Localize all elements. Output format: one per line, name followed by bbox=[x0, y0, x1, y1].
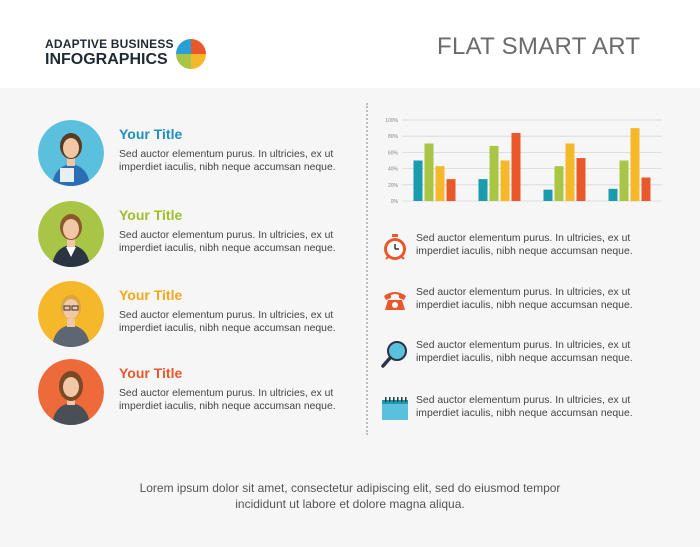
alarm-clock-icon bbox=[380, 232, 410, 262]
footer-line-2: incididunt ut labore et dolore magna ali… bbox=[235, 497, 465, 511]
row-desc-1: Sed auctor elementum purus. In ultricies… bbox=[119, 149, 336, 173]
vertical-divider bbox=[366, 103, 368, 435]
bar bbox=[435, 166, 445, 201]
row-desc-3: Sed auctor elementum purus. In ultricies… bbox=[119, 310, 336, 334]
row-title-3: Your Title bbox=[119, 287, 183, 303]
page-title: FLAT SMART ART bbox=[437, 33, 641, 60]
telephone-icon bbox=[380, 286, 410, 316]
businesswoman-avatar-4 bbox=[38, 359, 104, 425]
footer-text: Lorem ipsum dolor sit amet, consectetur … bbox=[90, 480, 610, 512]
calendar-icon bbox=[380, 394, 410, 424]
person-row-2: Your Title Sed auctor elementum purus. I… bbox=[38, 201, 358, 269]
bar bbox=[619, 160, 629, 201]
bar bbox=[446, 179, 456, 201]
businesswoman-avatar-2 bbox=[38, 201, 104, 267]
row-title-2: Your Title bbox=[119, 207, 183, 223]
y-tick-label: 20% bbox=[388, 183, 399, 189]
person-row-4: Your Title Sed auctor elementum purus. I… bbox=[38, 359, 358, 427]
bar bbox=[511, 132, 521, 201]
y-tick-label: 80% bbox=[388, 134, 399, 140]
bar-chart: 100% 80% 60% 40% 20% 0% bbox=[385, 118, 662, 205]
y-tick-label: 0% bbox=[391, 199, 399, 205]
bar bbox=[500, 160, 510, 201]
icon-text-3: Sed auctor elementum purus. In ultricies… bbox=[416, 340, 633, 364]
icon-text-4: Sed auctor elementum purus. In ultricies… bbox=[416, 395, 633, 419]
bar bbox=[478, 179, 488, 201]
bar bbox=[641, 177, 651, 201]
magnifier-icon bbox=[380, 339, 410, 369]
bar bbox=[554, 166, 564, 201]
icon-row-2: Sed auctor elementum purus. In ultricies… bbox=[380, 286, 670, 326]
pie-logo-icon bbox=[176, 39, 206, 69]
icon-row-1: Sed auctor elementum purus. In ultricies… bbox=[380, 232, 670, 272]
bar bbox=[565, 143, 575, 201]
row-title-1: Your Title bbox=[119, 126, 183, 142]
y-tick-label: 100% bbox=[385, 118, 398, 124]
bar bbox=[630, 128, 640, 201]
bar bbox=[576, 158, 586, 201]
businesswoman-avatar-1 bbox=[38, 120, 104, 186]
row-title-4: Your Title bbox=[119, 365, 183, 381]
icon-row-3: Sed auctor elementum purus. In ultricies… bbox=[380, 339, 670, 379]
bar bbox=[413, 160, 423, 201]
header-band bbox=[0, 0, 700, 88]
y-tick-label: 40% bbox=[388, 167, 399, 173]
bar bbox=[424, 143, 434, 201]
row-desc-2: Sed auctor elementum purus. In ultricies… bbox=[119, 230, 336, 254]
bar bbox=[543, 189, 553, 201]
icon-text-2: Sed auctor elementum purus. In ultricies… bbox=[416, 287, 633, 311]
bar bbox=[489, 145, 499, 201]
y-tick-label: 60% bbox=[388, 150, 399, 156]
brand-line1: ADAPTIVE BUSINESS bbox=[45, 37, 174, 51]
footer-line-1: Lorem ipsum dolor sit amet, consectetur … bbox=[139, 481, 561, 495]
row-desc-4: Sed auctor elementum purus. In ultricies… bbox=[119, 388, 336, 412]
person-row-1: Your Title Sed auctor elementum purus. I… bbox=[38, 120, 358, 188]
person-row-3: Your Title Sed auctor elementum purus. I… bbox=[38, 281, 358, 349]
businesswoman-avatar-3 bbox=[38, 281, 104, 347]
icon-row-4: Sed auctor elementum purus. In ultricies… bbox=[380, 394, 670, 434]
icon-text-1: Sed auctor elementum purus. In ultricies… bbox=[416, 233, 633, 257]
brand: ADAPTIVE BUSINESS INFOGRAPHICS bbox=[45, 37, 174, 68]
bar bbox=[608, 188, 618, 201]
brand-line2: INFOGRAPHICS bbox=[45, 51, 168, 68]
